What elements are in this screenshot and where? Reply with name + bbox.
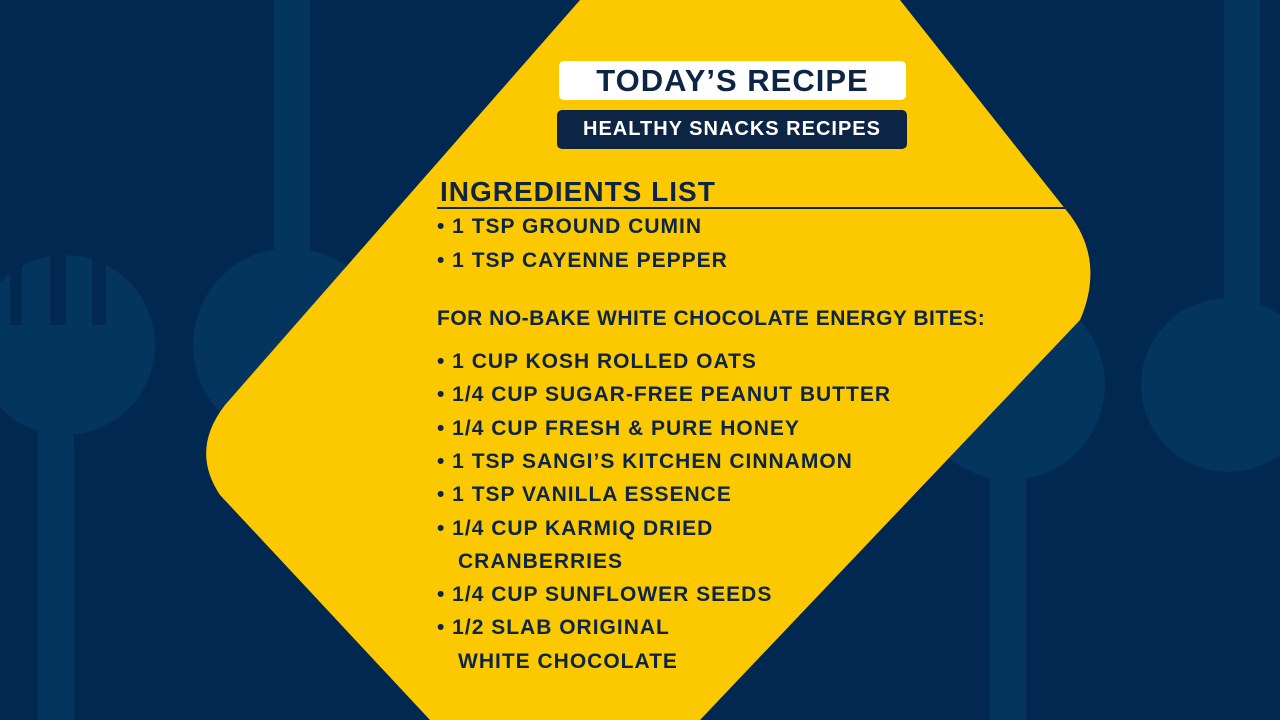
fork-icon — [0, 255, 155, 720]
title-badge: TODAY’S RECIPE — [559, 61, 906, 100]
subtitle-badge: HEALTHY SNACKS RECIPES — [557, 110, 907, 149]
list-item: • 1 TSP SANGI’S KITCHEN CINNAMON — [437, 449, 853, 473]
heading-underline — [437, 207, 1083, 209]
list-item: • 1 TSP VANILLA ESSENCE — [437, 483, 732, 507]
list-item: • 1 TSP CAYENNE PEPPER — [437, 248, 728, 272]
list-item: • 1/4 CUP KARMIQ DRIED — [437, 516, 714, 540]
list-item: • 1/2 SLAB ORIGINAL — [437, 616, 670, 640]
spoon-icon — [1141, 0, 1280, 472]
list-item: • 1/4 CUP SUGAR-FREE PEANUT BUTTER — [437, 383, 892, 407]
list-item-continuation: WHITE CHOCOLATE — [458, 649, 678, 673]
fork-tines — [10, 250, 106, 325]
yellow-panel — [206, 0, 1091, 720]
subtitle: HEALTHY SNACKS RECIPES — [583, 118, 881, 140]
list-item: • 1/4 CUP FRESH & PURE HONEY — [437, 416, 800, 440]
ingredients-heading: INGREDIENTS LIST — [440, 176, 716, 207]
list-item: • 1/4 CUP SUNFLOWER SEEDS — [437, 583, 773, 607]
list-item: • 1 TSP GROUND CUMIN — [437, 215, 702, 238]
section-heading: FOR NO-BAKE WHITE CHOCOLATE ENERGY BITES… — [437, 307, 986, 330]
list-item: • 1 CUP KOSH ROLLED OATS — [437, 350, 757, 373]
title: TODAY’S RECIPE — [596, 62, 869, 98]
list-item-continuation: CRANBERRIES — [458, 549, 624, 573]
